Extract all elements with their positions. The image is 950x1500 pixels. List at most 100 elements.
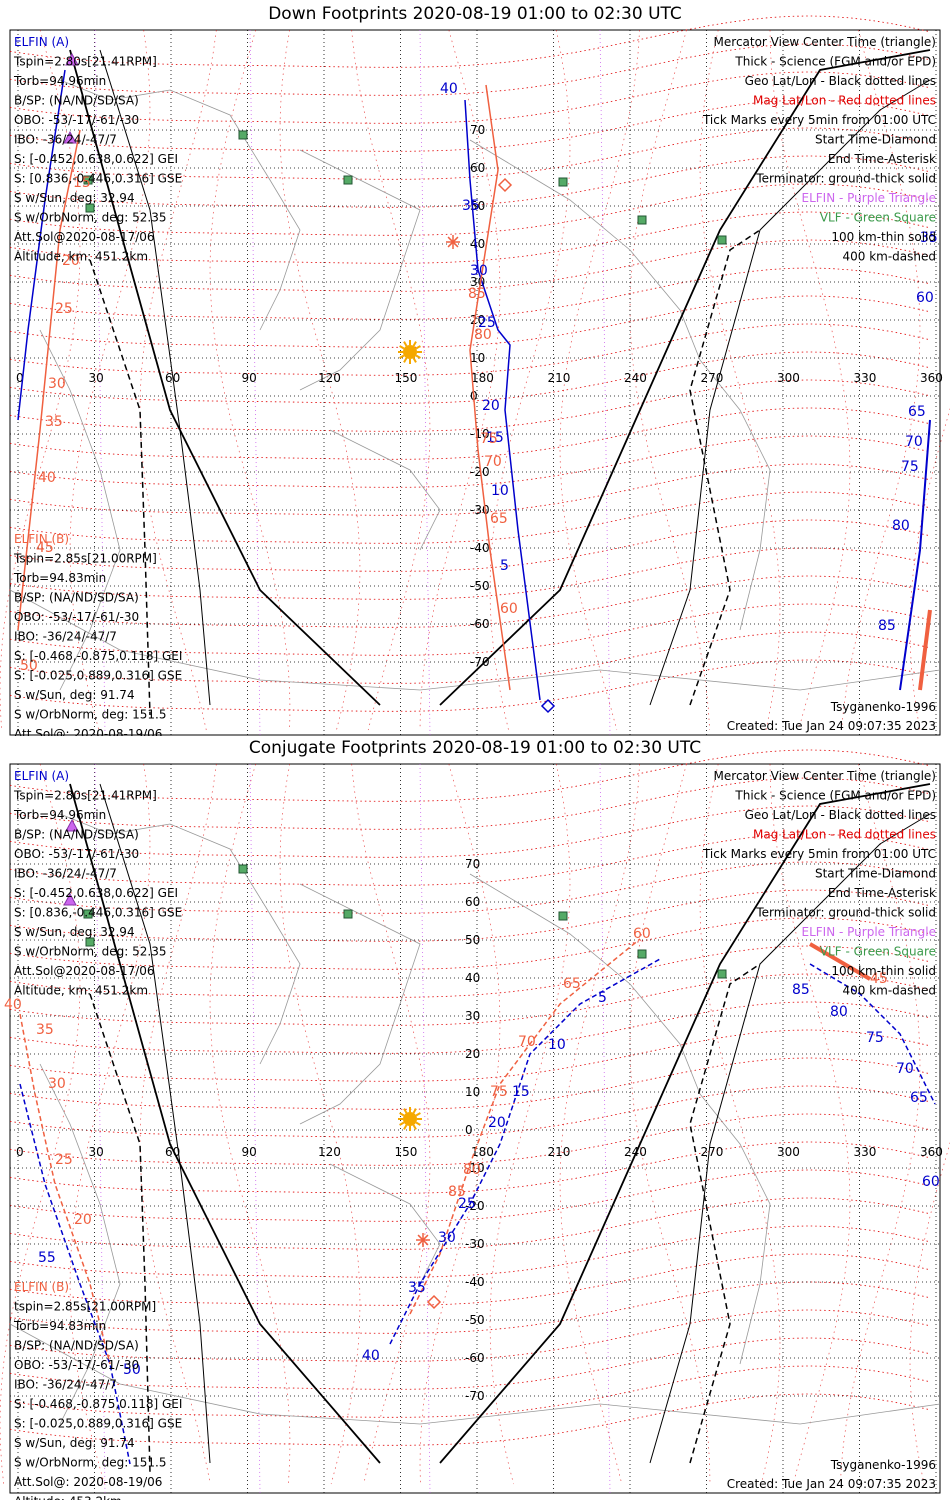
elfin-b-info-line: OBO: -53/-17/-61/-30 bbox=[14, 610, 139, 624]
elfin-gs-line bbox=[599, 29, 611, 736]
mag-lon-line bbox=[351, 763, 431, 1485]
sun-icon bbox=[398, 1107, 422, 1131]
elfin-a-info-line: Altitude, km: 451.2km bbox=[14, 984, 148, 998]
legend-line: Tick Marks every 5min from 01:00 UTC bbox=[702, 847, 936, 861]
coastline bbox=[699, 1093, 771, 1365]
terminator-ground-line bbox=[439, 783, 931, 1464]
conjugate-footprints-map: 0 30 60 90 120 150 180 210 240 270 300 330 360706050… bbox=[0, 749, 950, 1500]
lat-tick-label: -10 bbox=[470, 427, 490, 441]
mag-lat-line bbox=[9, 749, 931, 802]
lon-tick-label: 180 bbox=[471, 1145, 494, 1159]
mag-lat-line bbox=[9, 1057, 931, 1110]
elfin-b-path-label: 70 bbox=[518, 1034, 536, 1050]
elfin-a-footprint bbox=[899, 419, 931, 691]
mag-lat-line bbox=[9, 659, 931, 712]
elfin-a-info-line: S: [0.836,-0.446,0.316] GSE bbox=[14, 172, 182, 186]
elfin-b-path-label: 80 bbox=[474, 327, 492, 343]
elfin-b-info-line: S: [-0.025,0.889,0.316] GSE bbox=[14, 669, 182, 683]
lon-tick-label: 240 bbox=[624, 1145, 647, 1159]
model-label: Tsyganenko-1996 bbox=[830, 1458, 936, 1472]
elfin-b-footprint bbox=[19, 1013, 111, 1365]
legend-line: 100 km-thin solid bbox=[831, 964, 936, 978]
legend-line: ELFIN - Purple Triangle bbox=[802, 191, 936, 205]
elfin-a-path-label: 70 bbox=[905, 434, 923, 450]
elfin-b-info-line: OBO: -53/-17/-61/-30 bbox=[14, 1358, 139, 1372]
elfin-a-info-line: OBO: -53/-17/-61/-30 bbox=[14, 847, 139, 861]
legend-line: Thick - Science (FGM and/or EPD) bbox=[734, 55, 936, 69]
lon-tick-label: 120 bbox=[318, 1145, 341, 1159]
vlf-station-icon bbox=[343, 175, 353, 185]
elfin-b-path-label: 35 bbox=[36, 1022, 54, 1038]
elfin-a-info-line: S: [0.836,-0.446,0.316] GSE bbox=[14, 906, 182, 920]
sun-icon bbox=[398, 340, 422, 364]
lat-tick-label: 70 bbox=[470, 123, 485, 137]
elfin-b-science-segment bbox=[808, 942, 872, 981]
mag-lat-line bbox=[9, 491, 931, 544]
mag-lat-line bbox=[9, 463, 931, 516]
lon-tick-label: 240 bbox=[624, 371, 647, 385]
elfin-a-info-line: S: [-0.452,0.638,0.622] GEI bbox=[14, 886, 178, 900]
mag-lat-line bbox=[9, 1085, 931, 1138]
elfin-a-info-line: Att.Sol@2020-08-17/06 bbox=[14, 964, 155, 978]
legend-line: Start Time-Diamond bbox=[815, 867, 936, 881]
elfin-a-path-label: 35 bbox=[920, 230, 938, 246]
elfin-b-footprint bbox=[17, 129, 81, 631]
elfin-a-info-line: S: [-0.452,0.638,0.622] GEI bbox=[14, 152, 178, 166]
mag-lat-line bbox=[9, 1337, 931, 1390]
mag-lon-line bbox=[629, 29, 710, 731]
elfin-a-path-label: 15 bbox=[486, 430, 504, 446]
elfin-a-info-line: S w/Sun, deg: 32.94 bbox=[14, 191, 135, 205]
elfin-b-path-label: 40 bbox=[4, 997, 22, 1013]
legend-line: Geo Lat/Lon - Black dotted lines bbox=[745, 74, 936, 88]
mag-lon-line bbox=[769, 763, 851, 1485]
elfin-b-info-line: B/SP: (NA/ND/SD/SA) bbox=[14, 1339, 139, 1353]
elfin-a-info-line: Torb=94.96min bbox=[13, 808, 106, 822]
elfin-triangle-icon bbox=[63, 130, 77, 144]
start-diamond-icon bbox=[497, 177, 513, 193]
mag-lat-line bbox=[9, 575, 931, 628]
mag-lat-line bbox=[9, 1365, 931, 1418]
mag-lat-line bbox=[9, 155, 931, 208]
legend-line: End Time-Asterisk bbox=[828, 886, 936, 900]
elfin-b-info-line: S w/Sun, deg: 91.74 bbox=[14, 1436, 135, 1450]
lat-tick-label: -50 bbox=[465, 1313, 485, 1327]
legend-line: VLF - Green Square bbox=[820, 211, 936, 225]
elfin-b-path-label: 30 bbox=[48, 1076, 66, 1092]
legend-line: Thick - Science (FGM and/or EPD) bbox=[734, 789, 936, 803]
mag-lat-line bbox=[9, 1141, 931, 1194]
elfin-a-footprint bbox=[17, 69, 66, 421]
elfin-a-path-label: 25 bbox=[478, 315, 496, 331]
elfin-a-info-line: B/SP: (NA/ND/SD/SA) bbox=[14, 94, 139, 108]
elfin-gs-line bbox=[419, 29, 431, 736]
mag-lat-line bbox=[9, 1309, 931, 1362]
lat-tick-label: -60 bbox=[470, 617, 490, 631]
mag-lat-line bbox=[9, 211, 931, 264]
legend-line: VLF - Green Square bbox=[820, 945, 936, 959]
mag-lat-line bbox=[9, 351, 931, 404]
legend-line: End Time-Asterisk bbox=[828, 152, 936, 166]
terminator-ground-line bbox=[439, 49, 931, 706]
mag-lat-line bbox=[9, 1169, 931, 1222]
mag-lat-line bbox=[9, 945, 931, 998]
elfin-a-path-label: 40 bbox=[440, 81, 458, 97]
mag-lat-line bbox=[9, 1197, 931, 1250]
legend-line: ELFIN - Purple Triangle bbox=[802, 925, 936, 939]
elfin-b-path-label: 30 bbox=[48, 376, 66, 392]
elfin-b-info-line: S w/Sun, deg: 91.74 bbox=[14, 688, 135, 702]
map-frame bbox=[9, 29, 941, 736]
lat-tick-label: 20 bbox=[465, 1047, 480, 1061]
mag-lat-line bbox=[9, 295, 931, 348]
elfin-gs-line bbox=[419, 763, 431, 1494]
elfin-a-info-line: S w/OrbNorm, deg: 52.35 bbox=[14, 945, 166, 959]
lon-tick-label: 60 bbox=[165, 1145, 180, 1159]
elfin-gs-line bbox=[94, 29, 106, 736]
mag-lat-line bbox=[9, 407, 931, 460]
coastline bbox=[39, 1063, 121, 1425]
mag-lon-line bbox=[699, 763, 781, 1485]
vlf-station-icon bbox=[238, 864, 248, 874]
elfin-a-info-line: IBO: -36/24/-47/7 bbox=[14, 867, 117, 881]
elfin-b-info-line: B/SP: (NA/ND/SD/SA) bbox=[14, 591, 139, 605]
elfin-a-footprint bbox=[464, 99, 541, 701]
lon-tick-label: 210 bbox=[548, 371, 571, 385]
elfin-a-info-line: B/SP: (NA/ND/SD/SA) bbox=[14, 828, 139, 842]
